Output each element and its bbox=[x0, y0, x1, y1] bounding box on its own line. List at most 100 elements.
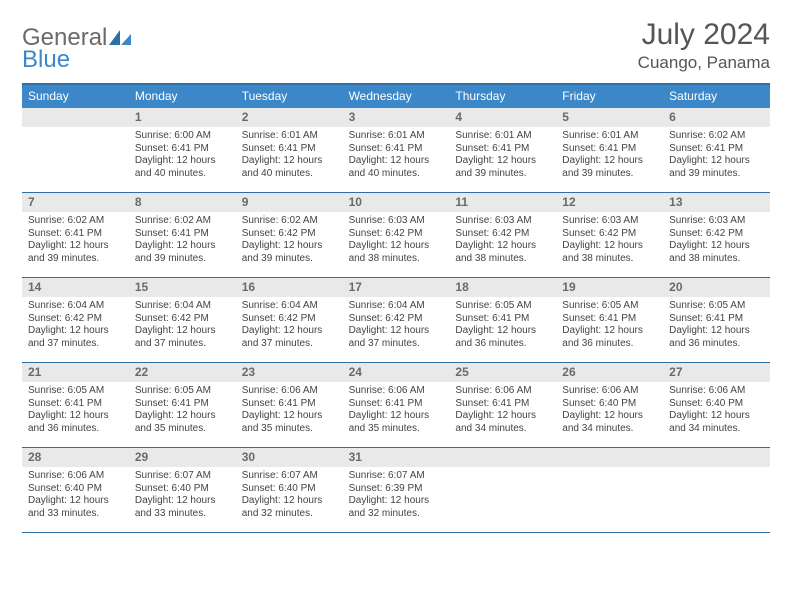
sunrise-line: Sunrise: 6:02 AM bbox=[28, 215, 123, 228]
date-number: 1 bbox=[129, 108, 236, 127]
date-number bbox=[449, 448, 556, 467]
calendar-cell bbox=[663, 448, 770, 532]
sunset-line: Sunset: 6:41 PM bbox=[669, 313, 764, 326]
sunset-line: Sunset: 6:39 PM bbox=[349, 483, 444, 496]
calendar-cell: 2Sunrise: 6:01 AMSunset: 6:41 PMDaylight… bbox=[236, 108, 343, 192]
daylight-line: Daylight: 12 hours and 35 minutes. bbox=[135, 410, 230, 435]
date-number: 20 bbox=[663, 278, 770, 297]
calendar-cell: 23Sunrise: 6:06 AMSunset: 6:41 PMDayligh… bbox=[236, 363, 343, 447]
cell-body: Sunrise: 6:04 AMSunset: 6:42 PMDaylight:… bbox=[343, 297, 450, 354]
sunrise-line: Sunrise: 6:03 AM bbox=[669, 215, 764, 228]
sunrise-line: Sunrise: 6:04 AM bbox=[242, 300, 337, 313]
date-number: 14 bbox=[22, 278, 129, 297]
cell-body: Sunrise: 6:03 AMSunset: 6:42 PMDaylight:… bbox=[449, 212, 556, 269]
page: General July 2024 Cuango, Panama Blue Su… bbox=[0, 0, 792, 533]
calendar-cell bbox=[22, 108, 129, 192]
date-number: 8 bbox=[129, 193, 236, 212]
sunrise-line: Sunrise: 6:01 AM bbox=[562, 130, 657, 143]
calendar-cell: 25Sunrise: 6:06 AMSunset: 6:41 PMDayligh… bbox=[449, 363, 556, 447]
cell-body: Sunrise: 6:01 AMSunset: 6:41 PMDaylight:… bbox=[236, 127, 343, 184]
cell-body: Sunrise: 6:06 AMSunset: 6:41 PMDaylight:… bbox=[236, 382, 343, 439]
daylight-line: Daylight: 12 hours and 37 minutes. bbox=[242, 325, 337, 350]
sunset-line: Sunset: 6:40 PM bbox=[669, 398, 764, 411]
daylight-line: Daylight: 12 hours and 39 minutes. bbox=[455, 155, 550, 180]
title-block: July 2024 Cuango, Panama bbox=[638, 18, 770, 73]
cell-body: Sunrise: 6:01 AMSunset: 6:41 PMDaylight:… bbox=[556, 127, 663, 184]
daylight-line: Daylight: 12 hours and 39 minutes. bbox=[242, 240, 337, 265]
sunset-line: Sunset: 6:41 PM bbox=[349, 143, 444, 156]
sunset-line: Sunset: 6:41 PM bbox=[28, 398, 123, 411]
sunset-line: Sunset: 6:41 PM bbox=[562, 313, 657, 326]
sunset-line: Sunset: 6:42 PM bbox=[349, 228, 444, 241]
date-number: 9 bbox=[236, 193, 343, 212]
daylight-line: Daylight: 12 hours and 37 minutes. bbox=[349, 325, 444, 350]
sunset-line: Sunset: 6:41 PM bbox=[562, 143, 657, 156]
sunrise-line: Sunrise: 6:07 AM bbox=[242, 470, 337, 483]
sunset-line: Sunset: 6:40 PM bbox=[242, 483, 337, 496]
daylight-line: Daylight: 12 hours and 34 minutes. bbox=[455, 410, 550, 435]
calendar-cell: 10Sunrise: 6:03 AMSunset: 6:42 PMDayligh… bbox=[343, 193, 450, 277]
calendar-cell: 3Sunrise: 6:01 AMSunset: 6:41 PMDaylight… bbox=[343, 108, 450, 192]
date-number: 16 bbox=[236, 278, 343, 297]
daylight-line: Daylight: 12 hours and 33 minutes. bbox=[135, 495, 230, 520]
daylight-line: Daylight: 12 hours and 38 minutes. bbox=[349, 240, 444, 265]
daylight-line: Daylight: 12 hours and 34 minutes. bbox=[562, 410, 657, 435]
calendar-cell bbox=[556, 448, 663, 532]
date-number: 25 bbox=[449, 363, 556, 382]
calendar-cell: 6Sunrise: 6:02 AMSunset: 6:41 PMDaylight… bbox=[663, 108, 770, 192]
calendar-cell: 9Sunrise: 6:02 AMSunset: 6:42 PMDaylight… bbox=[236, 193, 343, 277]
sunrise-line: Sunrise: 6:07 AM bbox=[349, 470, 444, 483]
sunset-line: Sunset: 6:41 PM bbox=[242, 143, 337, 156]
sunrise-line: Sunrise: 6:05 AM bbox=[135, 385, 230, 398]
daylight-line: Daylight: 12 hours and 36 minutes. bbox=[455, 325, 550, 350]
cell-body: Sunrise: 6:05 AMSunset: 6:41 PMDaylight:… bbox=[556, 297, 663, 354]
sunrise-line: Sunrise: 6:01 AM bbox=[242, 130, 337, 143]
cell-body: Sunrise: 6:04 AMSunset: 6:42 PMDaylight:… bbox=[129, 297, 236, 354]
sunrise-line: Sunrise: 6:06 AM bbox=[242, 385, 337, 398]
weekday-header: Tuesday bbox=[236, 85, 343, 108]
daylight-line: Daylight: 12 hours and 35 minutes. bbox=[349, 410, 444, 435]
sunrise-line: Sunrise: 6:03 AM bbox=[562, 215, 657, 228]
calendar-cell: 28Sunrise: 6:06 AMSunset: 6:40 PMDayligh… bbox=[22, 448, 129, 532]
calendar-cell: 20Sunrise: 6:05 AMSunset: 6:41 PMDayligh… bbox=[663, 278, 770, 362]
calendar-week: 28Sunrise: 6:06 AMSunset: 6:40 PMDayligh… bbox=[22, 448, 770, 533]
calendar-cell: 12Sunrise: 6:03 AMSunset: 6:42 PMDayligh… bbox=[556, 193, 663, 277]
daylight-line: Daylight: 12 hours and 40 minutes. bbox=[135, 155, 230, 180]
cell-body: Sunrise: 6:02 AMSunset: 6:41 PMDaylight:… bbox=[129, 212, 236, 269]
date-number bbox=[663, 448, 770, 467]
weekday-header: Friday bbox=[556, 85, 663, 108]
daylight-line: Daylight: 12 hours and 38 minutes. bbox=[562, 240, 657, 265]
sunset-line: Sunset: 6:42 PM bbox=[455, 228, 550, 241]
sunset-line: Sunset: 6:42 PM bbox=[669, 228, 764, 241]
daylight-line: Daylight: 12 hours and 36 minutes. bbox=[28, 410, 123, 435]
date-number bbox=[22, 108, 129, 127]
weekday-header-row: Sunday Monday Tuesday Wednesday Thursday… bbox=[22, 85, 770, 108]
sunset-line: Sunset: 6:41 PM bbox=[455, 313, 550, 326]
sunrise-line: Sunrise: 6:02 AM bbox=[669, 130, 764, 143]
sunset-line: Sunset: 6:41 PM bbox=[242, 398, 337, 411]
cell-body: Sunrise: 6:07 AMSunset: 6:40 PMDaylight:… bbox=[236, 467, 343, 524]
cell-body: Sunrise: 6:05 AMSunset: 6:41 PMDaylight:… bbox=[129, 382, 236, 439]
date-number: 24 bbox=[343, 363, 450, 382]
sunrise-line: Sunrise: 6:02 AM bbox=[242, 215, 337, 228]
calendar-cell: 29Sunrise: 6:07 AMSunset: 6:40 PMDayligh… bbox=[129, 448, 236, 532]
sunset-line: Sunset: 6:42 PM bbox=[242, 313, 337, 326]
date-number: 17 bbox=[343, 278, 450, 297]
sunrise-line: Sunrise: 6:04 AM bbox=[135, 300, 230, 313]
sunrise-line: Sunrise: 6:07 AM bbox=[135, 470, 230, 483]
date-number: 27 bbox=[663, 363, 770, 382]
calendar-cell: 11Sunrise: 6:03 AMSunset: 6:42 PMDayligh… bbox=[449, 193, 556, 277]
calendar-cell: 7Sunrise: 6:02 AMSunset: 6:41 PMDaylight… bbox=[22, 193, 129, 277]
calendar-week: 21Sunrise: 6:05 AMSunset: 6:41 PMDayligh… bbox=[22, 363, 770, 448]
sunset-line: Sunset: 6:41 PM bbox=[455, 143, 550, 156]
cell-body: Sunrise: 6:05 AMSunset: 6:41 PMDaylight:… bbox=[449, 297, 556, 354]
date-number: 4 bbox=[449, 108, 556, 127]
sunset-line: Sunset: 6:41 PM bbox=[28, 228, 123, 241]
date-number: 6 bbox=[663, 108, 770, 127]
daylight-line: Daylight: 12 hours and 37 minutes. bbox=[135, 325, 230, 350]
date-number: 28 bbox=[22, 448, 129, 467]
date-number: 7 bbox=[22, 193, 129, 212]
calendar-cell: 4Sunrise: 6:01 AMSunset: 6:41 PMDaylight… bbox=[449, 108, 556, 192]
brand-sail-icon bbox=[109, 30, 131, 46]
cell-body: Sunrise: 6:06 AMSunset: 6:40 PMDaylight:… bbox=[556, 382, 663, 439]
